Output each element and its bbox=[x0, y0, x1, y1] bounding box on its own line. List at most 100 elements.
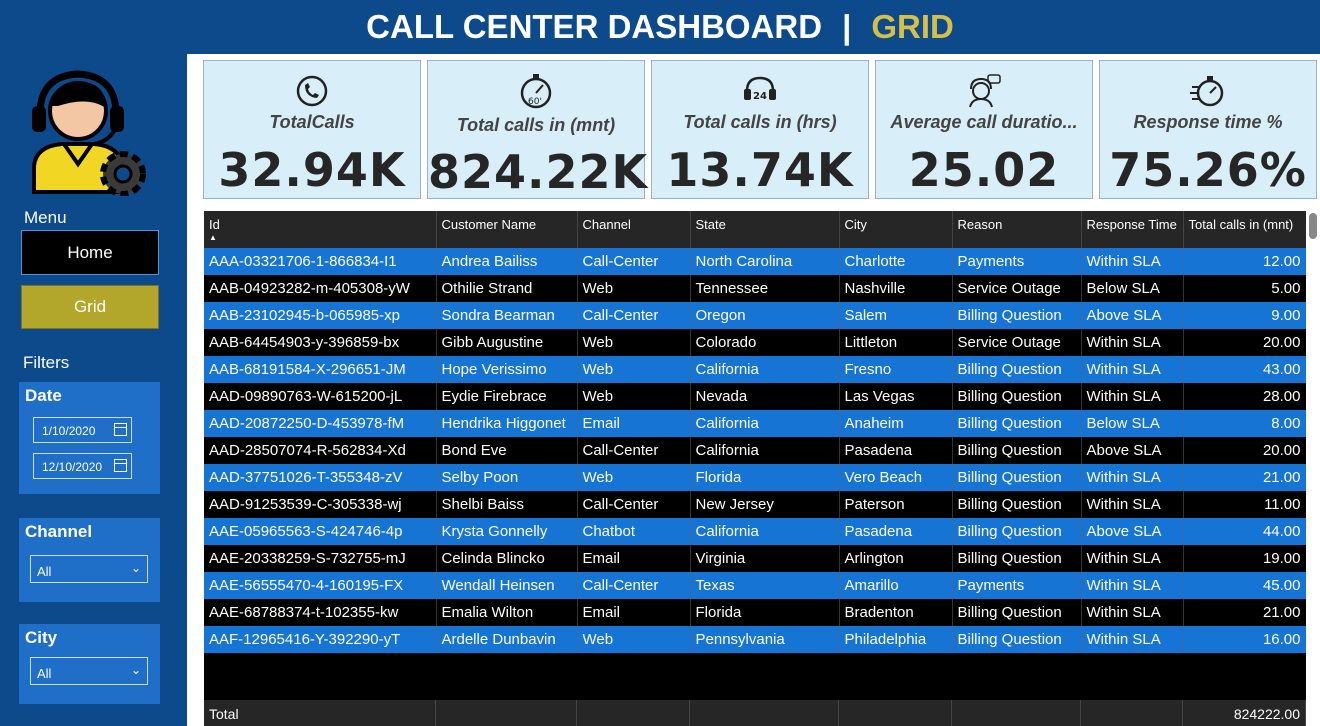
grid-button[interactable]: Grid bbox=[21, 285, 159, 329]
table-cell: Within SLA bbox=[1081, 491, 1184, 518]
column-header-city[interactable]: City bbox=[839, 211, 953, 248]
table-total-row: Total 824222.00 bbox=[204, 700, 1306, 726]
table-cell: Charlotte bbox=[839, 248, 953, 275]
table-row[interactable]: AAD-91253539-C-305338-wj Shelbi Baiss Call… bbox=[204, 491, 1306, 518]
end-date-input[interactable]: 12/10/2020 bbox=[33, 453, 132, 479]
city-filter-title: City bbox=[25, 628, 58, 647]
table-cell: Billing Question bbox=[952, 356, 1082, 383]
start-date-input[interactable]: 1/10/2020 bbox=[33, 417, 132, 443]
table-cell: AAD-37751026-T-355348-zV bbox=[204, 464, 437, 491]
table-row[interactable]: AAD-09890763-W-615200-jL Eydie Firebrace W… bbox=[204, 383, 1306, 410]
table-row[interactable]: AAF-12965416-Y-392290-yT Ardelle Dunbavin… bbox=[204, 626, 1306, 653]
table-cell: AAA-03321706-1-866834-I1 bbox=[204, 248, 437, 275]
kpi-value: 32.94K bbox=[218, 143, 406, 197]
table-cell: Ardelle Dunbavin bbox=[436, 626, 578, 653]
table-cell: AAD-28507074-R-562834-Xd bbox=[204, 437, 437, 464]
table-cell: Billing Question bbox=[952, 437, 1082, 464]
column-header-customer[interactable]: Customer Name bbox=[436, 211, 578, 248]
fast-timer-icon bbox=[1190, 76, 1224, 107]
date-filter-title: Date bbox=[25, 386, 62, 405]
table-cell: Above SLA bbox=[1081, 518, 1184, 545]
table-cell: 9.00 bbox=[1183, 302, 1306, 329]
table-row[interactable]: AAA-03321706-1-866834-I1 Andrea Bailiss Ca… bbox=[204, 248, 1306, 275]
filters-label: Filters bbox=[23, 353, 70, 372]
table-cell: AAB-04923282-m-405308-yW bbox=[204, 275, 437, 302]
table-row[interactable]: AAE-56555470-4-160195-FX Wendall Heinsen C… bbox=[204, 572, 1306, 599]
table-cell: Below SLA bbox=[1081, 275, 1184, 302]
table-cell: 43.00 bbox=[1183, 356, 1306, 383]
table-cell: Within SLA bbox=[1081, 383, 1184, 410]
table-header-row: Id ▲ Customer Name Channel State City Rea… bbox=[204, 211, 1306, 248]
table-row[interactable]: AAB-64454903-y-396859-bx Gibb Augustine We… bbox=[204, 329, 1306, 356]
kpi-label: TotalCalls bbox=[269, 112, 355, 132]
table-cell: Web bbox=[577, 356, 691, 383]
start-date-value: 1/10/2020 bbox=[42, 424, 96, 438]
table-cell: 44.00 bbox=[1183, 518, 1306, 545]
channel-filter-title: Channel bbox=[25, 522, 93, 541]
column-header-reason[interactable]: Reason bbox=[952, 211, 1082, 248]
table-cell: Eydie Firebrace bbox=[436, 383, 578, 410]
table-cell: 20.00 bbox=[1183, 329, 1306, 356]
city-select[interactable]: All ⌄ bbox=[30, 657, 148, 685]
kpi-card-total-hours: 24 Total calls in (hrs) 13.74K bbox=[651, 60, 869, 199]
table-scrollbar[interactable] bbox=[1309, 211, 1317, 726]
table-cell: Below SLA bbox=[1081, 410, 1184, 437]
column-header-total-minutes[interactable]: Total calls in (mnt) bbox=[1183, 211, 1306, 248]
table-cell: Billing Question bbox=[952, 383, 1082, 410]
column-header-id[interactable]: Id ▲ bbox=[204, 211, 437, 248]
table-cell: Call-Center bbox=[577, 491, 691, 518]
table-cell: Gibb Augustine bbox=[436, 329, 578, 356]
table-cell: Pasadena bbox=[839, 518, 953, 545]
table-cell: AAE-68788374-t-102355-kw bbox=[204, 599, 437, 626]
column-header-state[interactable]: State bbox=[690, 211, 840, 248]
table-row[interactable]: AAB-04923282-m-405308-yW Othilie Strand We… bbox=[204, 275, 1306, 302]
table-row[interactable]: AAD-20872250-D-453978-fM Hendrika Higgone… bbox=[204, 410, 1306, 437]
table-cell: 45.00 bbox=[1183, 572, 1306, 599]
kpi-label: Total calls in (mnt) bbox=[456, 115, 616, 135]
table-cell: Arlington bbox=[839, 545, 953, 572]
kpi-label: Total calls in (hrs) bbox=[683, 112, 837, 132]
column-header-response-time[interactable]: Response Time bbox=[1081, 211, 1184, 248]
table-cell: AAF-12965416-Y-392290-yT bbox=[204, 626, 437, 653]
table-cell: AAE-20338259-S-732755-mJ bbox=[204, 545, 437, 572]
table-row[interactable]: AAD-37751026-T-355348-zV Selby Poon Web Flo… bbox=[204, 464, 1306, 491]
table-row[interactable]: AAE-20338259-S-732755-mJ Celinda Blincko E… bbox=[204, 545, 1306, 572]
table-cell: Web bbox=[577, 464, 691, 491]
table-cell: Andrea Bailiss bbox=[436, 248, 578, 275]
table-cell: Florida bbox=[690, 599, 840, 626]
channel-selected-value: All bbox=[37, 564, 52, 579]
sort-ascending-icon: ▲ bbox=[209, 233, 217, 242]
table-row[interactable]: AAE-68788374-t-102355-kw Emalia Wilton Ema… bbox=[204, 599, 1306, 626]
table-cell: 19.00 bbox=[1183, 545, 1306, 572]
table-row[interactable]: AAB-23102945-b-065985-xp Sondra Bearman Ca… bbox=[204, 302, 1306, 329]
table-cell: AAD-20872250-D-453978-fM bbox=[204, 410, 437, 437]
table-cell: 11.00 bbox=[1183, 491, 1306, 518]
table-cell: 8.00 bbox=[1183, 410, 1306, 437]
column-header-channel[interactable]: Channel bbox=[577, 211, 691, 248]
table-cell: Krysta Gonnelly bbox=[436, 518, 578, 545]
kpi-value: 13.74K bbox=[666, 143, 854, 197]
table-cell: Shelbi Baiss bbox=[436, 491, 578, 518]
table-cell: Billing Question bbox=[952, 599, 1082, 626]
table-row[interactable]: AAB-68191584-X-296651-JM Hope Verissimo We… bbox=[204, 356, 1306, 383]
table-cell: Within SLA bbox=[1081, 626, 1184, 653]
date-filter-panel: Date 1/10/2020 12/10/2020 bbox=[19, 382, 160, 494]
home-button[interactable]: Home bbox=[21, 230, 159, 275]
table-cell: Web bbox=[577, 329, 691, 356]
table-cell: Pasadena bbox=[839, 437, 953, 464]
kpi-label: Average call duratio... bbox=[890, 112, 1078, 132]
table-cell: 21.00 bbox=[1183, 599, 1306, 626]
kpi-label: Response time % bbox=[1133, 112, 1283, 132]
header-subtitle: GRID bbox=[871, 8, 954, 45]
table-cell: Wendall Heinsen bbox=[436, 572, 578, 599]
city-selected-value: All bbox=[37, 666, 52, 681]
kpi-card-total-minutes: 60' Total calls in (mnt) 824.22K bbox=[427, 60, 647, 199]
table-cell: North Carolina bbox=[690, 248, 840, 275]
table-row[interactable]: AAE-05965563-S-424746-4p Krysta Gonnelly C… bbox=[204, 518, 1306, 545]
table-cell: 28.00 bbox=[1183, 383, 1306, 410]
table-row[interactable]: AAD-28507074-R-562834-Xd Bond Eve Call-Cen… bbox=[204, 437, 1306, 464]
channel-select[interactable]: All ⌄ bbox=[30, 555, 148, 583]
scrollbar-thumb[interactable] bbox=[1309, 213, 1317, 239]
table-cell: AAE-56555470-4-160195-FX bbox=[204, 572, 437, 599]
table-cell: Service Outage bbox=[952, 329, 1082, 356]
